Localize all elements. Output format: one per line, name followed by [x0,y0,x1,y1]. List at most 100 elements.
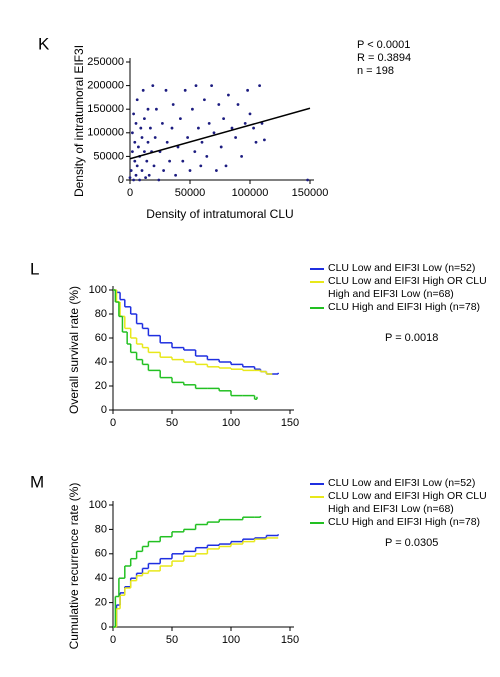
point [215,169,218,172]
y-axis-label: Cumulative recurrence rate (%) [67,483,81,650]
point [258,84,261,87]
point [143,150,146,154]
point [134,173,138,177]
y-tick-label: 50000 [93,150,124,162]
x-tick-label: 150 [281,634,299,646]
point [234,136,238,139]
legend-swatch [310,268,324,270]
point [222,117,226,121]
annotation: R = 0.3894 [357,52,411,64]
point [132,112,136,116]
x-tick-label: 0 [127,187,133,199]
point [194,84,198,87]
y-tick-label: 100 [89,284,107,296]
point [263,138,266,142]
point [174,173,178,177]
point [199,164,203,168]
x-axis-label: Density of intratumoral CLU [146,207,293,221]
legend: CLU Low and EIF3I Low (n=52) CLU Low and … [310,262,490,314]
legend-item: CLU Low and EIF3I High OR CLU High and E… [310,275,490,301]
point [152,164,156,168]
legend-swatch [310,483,324,485]
x-tick-label: 150 [281,417,299,429]
point [181,159,185,163]
y-tick-label: 20 [95,597,107,609]
x-tick-label: 50 [166,417,178,429]
legend-item: CLU Low and EIF3I Low (n=52) [310,262,490,275]
y-tick-label: 80 [95,308,107,320]
legend-label: CLU Low and EIF3I Low (n=52) [328,477,476,489]
point [134,121,138,125]
y-tick-label: 0 [101,404,107,416]
point [149,126,152,130]
point [141,88,145,92]
y-axis-label: Overall survival rate (%) [67,286,81,414]
legend-item: CLU Low and EIF3I Low (n=52) [310,477,490,490]
x-tick-label: 100 [222,634,240,646]
y-tick-label: 100 [89,499,107,511]
legend-item: CLU Low and EIF3I High OR CLU High and E… [310,490,490,516]
point [140,136,144,139]
annotation: n = 198 [357,65,394,77]
annotation: P < 0.0001 [357,39,410,51]
point [197,126,200,130]
point [193,150,197,154]
point [128,176,132,180]
y-tick-label: 60 [95,332,107,344]
y-tick-label: 20 [95,380,107,392]
point [131,131,134,135]
point [153,136,157,139]
point [210,84,214,87]
point [147,173,151,177]
point [183,88,187,92]
y-tick-label: 80 [95,523,107,535]
annotation: P = 0.0018 [385,332,438,344]
point [252,126,256,130]
point [227,93,230,97]
y-tick-label: 0 [101,621,107,633]
point [135,98,139,102]
point [151,84,155,87]
point [212,131,216,135]
point [138,178,142,182]
y-axis-label: Density of intratumoral EIF3I [72,45,86,197]
y-tick-label: 150000 [87,103,124,115]
panel-label: M [30,472,44,491]
point [137,145,140,149]
annotation: P = 0.0305 [385,537,438,549]
x-tick-label: 100000 [232,187,269,199]
point [230,126,234,130]
panel-label: K [38,34,50,53]
point [219,145,223,149]
point [236,103,240,106]
legend-item: CLU High and EIF3I High (n=78) [310,516,490,529]
y-tick-label: 200000 [87,80,124,92]
legend-label: CLU High and EIF3I High (n=78) [328,516,481,528]
point [135,164,139,168]
legend-swatch [310,522,324,524]
point [203,98,206,102]
point [145,159,149,163]
point [254,140,258,144]
legend-swatch [310,496,324,498]
x-tick-label: 150000 [292,187,329,199]
legend-swatch [310,281,324,283]
point [157,178,161,182]
legend-label: CLU Low and EIF3I Low (n=52) [328,262,476,274]
point [129,169,133,172]
y-tick-label: 40 [95,356,107,368]
point [133,159,137,163]
point [191,107,194,111]
point [146,107,150,111]
point [143,117,146,121]
y-tick-label: 40 [95,572,107,584]
point [133,140,137,144]
point [200,140,204,144]
legend-swatch [310,307,324,309]
legend-label: CLU High and EIF3I High (n=78) [328,301,481,313]
x-tick-label: 0 [110,634,116,646]
legend-item: CLU High and EIF3I High (n=78) [310,301,490,314]
x-tick-label: 0 [110,417,116,429]
point [132,178,136,182]
y-tick-label: 250000 [87,56,124,68]
